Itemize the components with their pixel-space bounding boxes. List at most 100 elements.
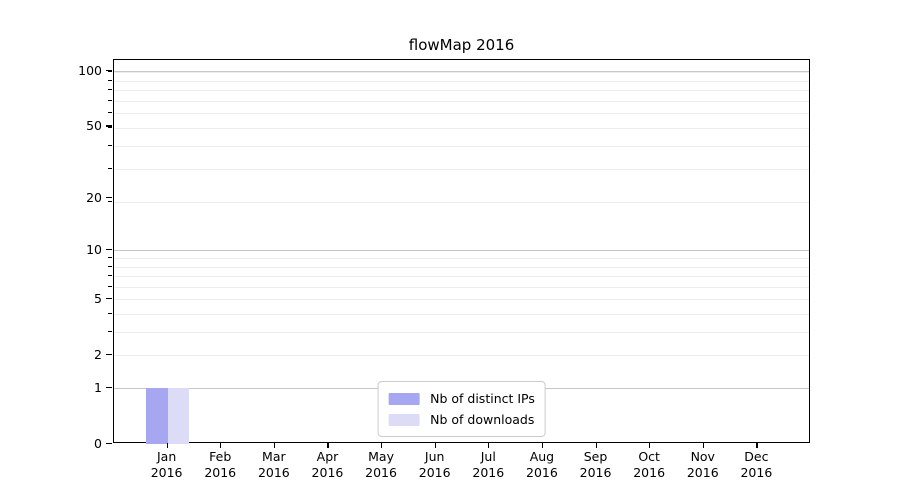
x-axis-tick-label: Aug 2016	[512, 449, 572, 480]
x-tick-year: 2016	[418, 464, 451, 480]
y-axis-minor-tick	[108, 201, 112, 202]
gridline-minor	[114, 286, 809, 288]
legend-label: Nb of distinct IPs	[430, 391, 535, 406]
x-tick-year: 2016	[472, 464, 505, 480]
x-axis-tick-label: Sep 2016	[566, 449, 626, 480]
x-tick-month: May	[368, 449, 394, 464]
x-tick-month: Sep	[583, 449, 608, 464]
y-axis-tick-label: 10	[86, 241, 102, 257]
legend-label: Nb of downloads	[430, 412, 535, 427]
x-axis-tick	[756, 443, 758, 448]
x-axis-tick-label: Dec 2016	[726, 449, 786, 480]
legend-entry: Nb of distinct IPs	[388, 388, 535, 409]
gridline-minor	[114, 202, 809, 203]
x-tick-year: 2016	[311, 464, 344, 480]
y-axis-tick	[106, 443, 112, 445]
gridline-minor	[114, 257, 809, 259]
y-axis-minor-tick	[108, 331, 112, 332]
y-axis-tick-label: 0	[94, 435, 102, 451]
y-axis-minor-tick	[108, 79, 112, 81]
x-axis-tick	[702, 443, 704, 448]
x-axis-tick-label: Feb 2016	[190, 449, 250, 480]
y-axis-minor-tick	[108, 89, 112, 90]
x-tick-year: 2016	[686, 464, 719, 480]
x-tick-year: 2016	[150, 464, 183, 480]
y-axis-tick-label: 2	[94, 346, 102, 362]
gridline-minor	[114, 313, 809, 315]
y-axis-minor-tick	[108, 298, 112, 300]
x-tick-year: 2016	[740, 464, 773, 480]
y-axis-minor-tick	[108, 312, 112, 314]
y-axis-minor-tick	[108, 265, 112, 267]
y-axis-minor-tick	[108, 145, 112, 146]
y-axis-tick-label: 50	[86, 117, 102, 133]
x-axis-tick	[166, 443, 168, 448]
gridline-minor	[114, 276, 809, 278]
x-axis-tick	[488, 443, 490, 448]
x-axis-tick	[434, 443, 436, 448]
x-axis-tick	[273, 443, 276, 448]
x-axis-tick	[327, 443, 329, 448]
y-axis-minor-tick	[108, 112, 112, 114]
y-axis-minor-tick	[108, 275, 112, 277]
x-tick-month: Dec	[744, 449, 769, 464]
x-axis-tick-label: Jun 2016	[405, 449, 465, 480]
x-tick-month: Mar	[262, 449, 286, 464]
x-tick-month: Jun	[424, 449, 445, 464]
y-axis-minor-tick	[108, 126, 112, 128]
x-tick-year: 2016	[633, 464, 666, 480]
x-tick-month: Jan	[156, 449, 177, 464]
gridline-minor	[114, 299, 809, 301]
x-tick-month: Apr	[316, 449, 339, 464]
y-axis-tick-label: 100	[78, 62, 102, 78]
x-tick-year: 2016	[257, 464, 290, 480]
gridline-minor	[114, 80, 809, 82]
x-axis-tick-label: Mar 2016	[244, 449, 304, 480]
x-axis-tick-label: Oct 2016	[619, 449, 679, 480]
x-tick-year: 2016	[579, 464, 612, 480]
y-axis-tick	[106, 70, 112, 72]
legend-swatch	[388, 413, 420, 426]
bar-downloads	[167, 388, 190, 444]
gridline-minor	[114, 355, 809, 357]
y-axis-tick	[106, 249, 112, 251]
gridline-minor	[114, 266, 809, 268]
y-axis-minor-tick	[108, 168, 112, 170]
x-tick-month: Jul	[480, 449, 496, 464]
gridline-minor	[114, 100, 809, 102]
x-axis-tick-label: May 2016	[351, 449, 411, 480]
gridline-minor	[114, 71, 809, 73]
x-tick-year: 2016	[204, 464, 237, 480]
x-axis-tick	[541, 443, 544, 448]
x-axis-tick	[649, 443, 651, 448]
y-axis-tick-label: 1	[94, 379, 102, 395]
x-tick-month: Feb	[209, 449, 232, 464]
x-axis-tick-label: Jul 2016	[458, 449, 518, 480]
y-axis-tick	[106, 387, 112, 389]
x-axis-tick-label: Apr 2016	[297, 449, 357, 480]
gridline-minor	[114, 113, 809, 115]
x-axis-tick	[220, 443, 222, 448]
x-axis-tick-label: Nov 2016	[673, 449, 733, 480]
y-axis-minor-tick	[108, 285, 112, 287]
x-tick-year: 2016	[526, 464, 558, 480]
gridline-minor	[114, 90, 809, 91]
y-axis-minor-tick	[108, 354, 112, 356]
x-axis-tick-label: Jan 2016	[137, 449, 197, 480]
gridline-minor	[114, 332, 809, 333]
y-axis-minor-tick	[108, 70, 112, 72]
y-axis-tick	[106, 197, 112, 199]
x-tick-month: Oct	[638, 449, 660, 464]
chart-title: flowMap 2016	[408, 36, 515, 54]
y-axis-minor-tick	[108, 99, 112, 101]
x-tick-month: Aug	[529, 449, 555, 464]
y-axis-tick-label: 20	[86, 189, 102, 205]
legend-entry: Nb of downloads	[388, 409, 535, 430]
gridline-minor	[114, 169, 809, 171]
x-axis-tick	[595, 443, 597, 448]
legend-swatch	[388, 392, 420, 405]
gridline-minor	[114, 146, 809, 147]
y-axis-tick	[106, 125, 112, 127]
bar-distinct-ips	[146, 388, 168, 444]
